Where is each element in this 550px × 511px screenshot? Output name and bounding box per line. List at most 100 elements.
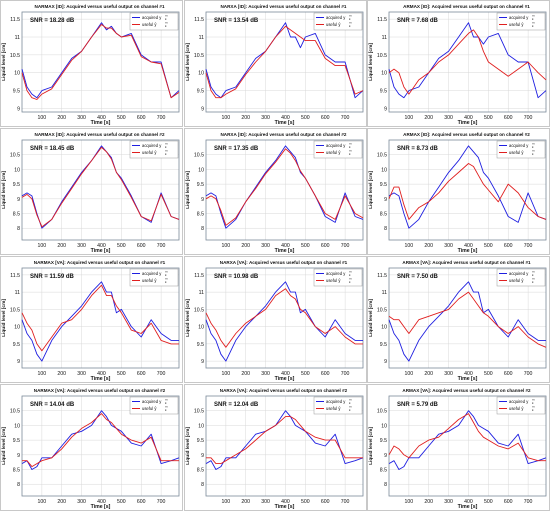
x-tick-label: 700	[341, 115, 350, 121]
legend-superscript: m	[165, 20, 168, 24]
y-axis-label: Liquid level [cm]	[368, 427, 374, 465]
plot-area	[388, 139, 547, 241]
legend-label-useful: useful ŷ	[509, 150, 524, 155]
x-tick-label: 700	[524, 115, 533, 121]
legend-subscript: k	[349, 17, 351, 21]
legend-subscript: k	[532, 401, 534, 405]
legend-box	[313, 140, 363, 159]
x-axis-label: Time [s]	[275, 120, 295, 126]
legend-superscript: m	[532, 404, 535, 408]
legend-label-useful: useful ŷ	[326, 150, 341, 155]
legend-subscript: k	[532, 408, 534, 412]
y-tick-label: 9.5	[380, 89, 387, 95]
y-tick-label: 9.5	[380, 342, 387, 348]
line-chart: ARMAX [ID]: Acquired versus useful outpu…	[367, 0, 550, 127]
snr-annotation: SNR = 18.45 dB	[30, 146, 75, 152]
legend-label-acquired: acquired y	[326, 271, 346, 276]
legend-box	[313, 268, 363, 287]
legend-label-useful: useful ŷ	[509, 278, 524, 283]
x-tick-label: 200	[57, 371, 66, 377]
legend-superscript: m	[165, 276, 168, 280]
legend-label-acquired: acquired y	[142, 15, 162, 20]
x-tick-label: 300	[77, 371, 86, 377]
x-tick-label: 300	[444, 499, 453, 505]
y-axis-label: Liquid level [cm]	[185, 299, 191, 337]
y-tick-label: 8	[384, 482, 387, 488]
legend-subscript: k	[532, 280, 534, 284]
chart-title: NARXA [VA]: Acquired versus useful outpu…	[220, 388, 348, 393]
chart-title: NARXA [ID]: Acquired versus useful outpu…	[220, 4, 346, 9]
y-tick-label: 10.5	[10, 307, 20, 313]
legend-label-acquired: acquired y	[326, 15, 346, 20]
y-tick-label: 10	[381, 71, 387, 77]
legend-superscript: m	[165, 148, 168, 152]
snr-annotation: SNR = 18.28 dB	[30, 18, 75, 24]
legend-box	[129, 140, 179, 159]
legend-subscript: k	[349, 24, 351, 28]
snr-annotation: SNR = 10.98 dB	[214, 274, 259, 280]
x-tick-label: 300	[261, 371, 270, 377]
y-axis-label: Liquid level [cm]	[1, 299, 7, 337]
x-tick-label: 400	[97, 115, 106, 121]
line-chart: NARXA [VA]: Acquired versus useful outpu…	[184, 384, 367, 511]
x-tick-label: 600	[504, 115, 513, 121]
chart-panel: ARMAX [VA]: Acquired versus useful outpu…	[367, 256, 550, 383]
series-useful-line	[21, 146, 180, 228]
y-tick-label: 10	[14, 423, 20, 429]
legend-superscript: m	[349, 276, 352, 280]
y-tick-label: 9	[201, 197, 204, 203]
panel-frame	[0, 384, 183, 511]
y-tick-label: 11	[15, 290, 20, 296]
legend-superscript: m	[165, 141, 168, 145]
y-tick-label: 8.5	[197, 212, 204, 218]
x-tick-label: 200	[241, 371, 250, 377]
x-tick-label: 600	[137, 243, 146, 249]
legend-label-useful: useful ŷ	[142, 150, 157, 155]
chart-panel: NARMAX [ID]: Acquired versus useful outp…	[0, 0, 183, 127]
legend-subscript: k	[532, 152, 534, 156]
legend-label-acquired: acquired y	[509, 143, 529, 148]
x-tick-label: 600	[321, 371, 330, 377]
chart-panel: NARMAX [VA]: Acquired versus useful outp…	[0, 384, 183, 511]
series-useful-line	[205, 148, 364, 226]
legend-label-acquired: acquired y	[142, 271, 162, 276]
x-tick-label: 700	[524, 243, 533, 249]
chart-title: NARMAX [VA]: Acquired versus useful outp…	[34, 388, 166, 393]
y-axis-label: Liquid level [cm]	[368, 171, 374, 209]
legend-label-useful: useful ŷ	[326, 278, 341, 283]
y-tick-label: 9.5	[13, 342, 20, 348]
x-tick-label: 400	[464, 243, 473, 249]
y-axis-label: Liquid level [cm]	[1, 43, 7, 81]
y-tick-label: 10	[198, 325, 204, 331]
x-tick-label: 300	[261, 499, 270, 505]
y-tick-label: 8	[201, 482, 204, 488]
y-tick-label: 10	[381, 167, 387, 173]
y-tick-label: 10.5	[10, 153, 20, 159]
series-acquired-line	[388, 410, 547, 470]
y-tick-label: 10	[198, 423, 204, 429]
y-tick-label: 10.5	[194, 153, 204, 159]
y-tick-label: 9	[201, 106, 204, 112]
line-chart: NARMAX [ID]: Acquired versus useful outp…	[0, 128, 183, 255]
x-tick-label: 400	[464, 115, 473, 121]
chart-panel: ARMAX [ID]: Acquired versus useful outpu…	[367, 0, 550, 127]
chart-panel: NARMAX [VA]: Acquired versus useful outp…	[0, 256, 183, 383]
series-acquired-line	[21, 410, 180, 470]
chart-title: NARMAX [VA]: Acquired versus useful outp…	[34, 260, 166, 265]
x-tick-label: 500	[117, 499, 126, 505]
series-useful-line	[388, 163, 547, 220]
x-tick-label: 100	[38, 243, 47, 249]
legend-box	[496, 140, 546, 159]
legend-superscript: m	[349, 148, 352, 152]
x-tick-label: 300	[444, 371, 453, 377]
x-tick-label: 600	[504, 499, 513, 505]
x-axis-label: Time [s]	[91, 120, 111, 126]
x-tick-label: 700	[524, 499, 533, 505]
legend-superscript: m	[165, 397, 168, 401]
x-tick-label: 400	[97, 371, 106, 377]
x-tick-label: 700	[157, 243, 166, 249]
snr-annotation: SNR = 17.35 dB	[214, 146, 259, 152]
x-tick-label: 200	[424, 499, 433, 505]
snr-annotation: SNR = 14.04 dB	[30, 402, 75, 408]
